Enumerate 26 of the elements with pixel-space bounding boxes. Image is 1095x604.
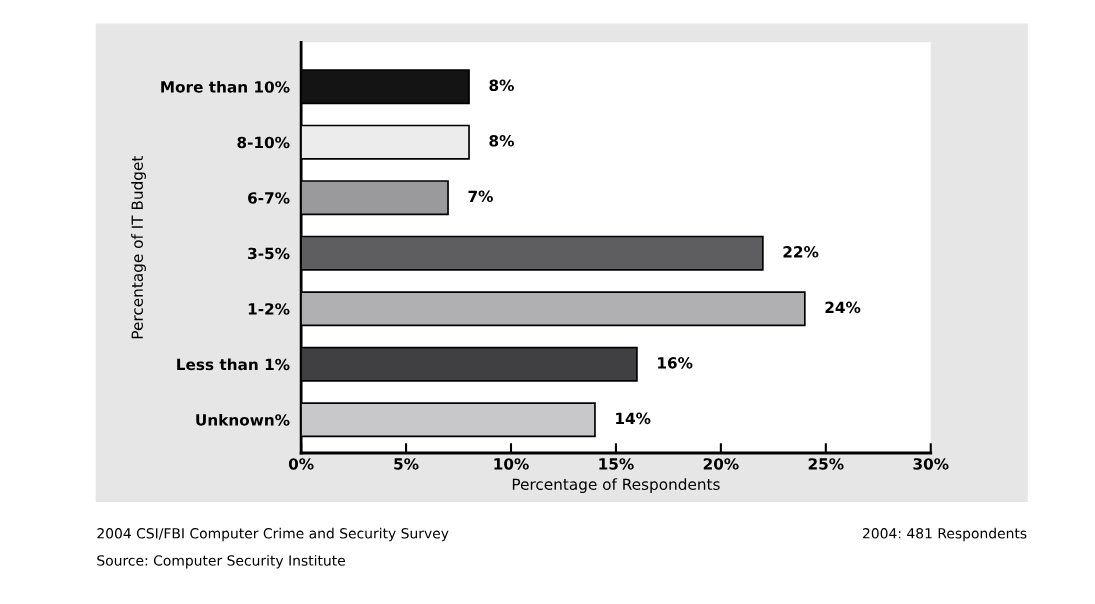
data-label: 7%: [468, 190, 493, 203]
y-tick-label: Unknown%: [196, 413, 290, 426]
data-label: 16%: [658, 357, 693, 369]
x-axis-title: Percentage of Respondents: [512, 478, 720, 493]
y-tick-label: 3-5%: [248, 247, 290, 260]
data-label: 24%: [825, 301, 861, 314]
source-note: Source: Computer Security Institute: [97, 555, 345, 569]
x-tick-label: 25%: [808, 458, 844, 470]
data-label: 8%: [489, 135, 514, 147]
text: 2004: 481 Respondents: [862, 527, 1027, 542]
data-label: 14%: [616, 412, 651, 425]
y-tick-label: Less than 1%: [177, 358, 290, 371]
x-tick-label: 20%: [703, 458, 739, 470]
y-tick-label: 6-7%: [248, 192, 290, 204]
data-label: 22%: [783, 246, 819, 258]
y-tick-label: 1-2%: [248, 303, 290, 315]
text: 2004 CSI/FBI Computer Crime and Security Survey: [97, 527, 449, 542]
x-tick-label: 5%: [394, 458, 419, 470]
x-tick-label: 30%: [913, 458, 949, 470]
x-tick-label: 0%: [288, 458, 314, 470]
y-tick-label: 8-10%: [237, 136, 290, 149]
y-axis-title: Percentage of IT Budget: [131, 156, 146, 339]
x-tick-label: 15%: [599, 458, 634, 470]
x-tick-label: 10%: [494, 458, 529, 470]
data-label: 8%: [489, 79, 514, 92]
y-tick-label: More than 10%: [161, 80, 290, 93]
